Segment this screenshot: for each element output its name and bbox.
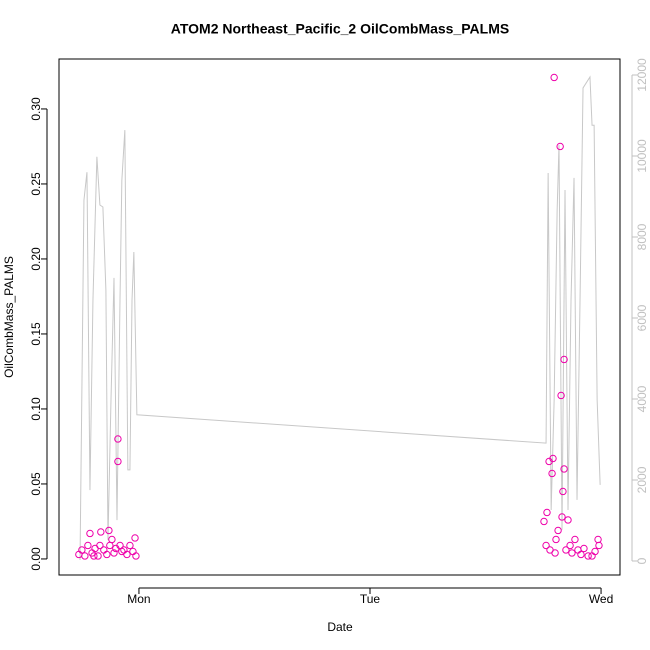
point — [96, 541, 104, 550]
point — [126, 541, 134, 550]
point — [542, 541, 550, 550]
point — [564, 516, 572, 524]
point — [588, 552, 596, 560]
point — [558, 513, 566, 521]
point — [552, 535, 560, 544]
y-tick-label: 0.05 — [29, 472, 43, 496]
point — [577, 550, 585, 559]
x-axis-label: Date — [327, 620, 353, 634]
point — [550, 73, 558, 82]
y-tick-label: 0.25 — [29, 172, 43, 196]
point — [554, 526, 562, 535]
y2-tick-label: 2000 — [635, 466, 649, 493]
point — [110, 549, 118, 557]
point — [106, 541, 114, 550]
point — [132, 552, 140, 560]
y2-tick-label: 8000 — [635, 223, 649, 250]
x-tick-label: Mon — [127, 592, 150, 606]
point — [78, 546, 86, 554]
point — [559, 487, 567, 496]
point — [123, 550, 131, 559]
point — [560, 465, 568, 473]
point — [97, 528, 105, 536]
y-tick-label: 0.20 — [29, 247, 43, 271]
plot-box — [58, 58, 621, 576]
point — [105, 526, 113, 535]
point — [562, 546, 570, 554]
y-tick-label: 0.10 — [29, 397, 43, 421]
point — [595, 541, 603, 550]
y2-tick-label: 4000 — [635, 385, 649, 412]
y2-tick-label: 10000 — [635, 139, 649, 173]
point — [557, 391, 565, 400]
y-tick-label: 0.30 — [29, 97, 43, 121]
point — [549, 454, 557, 463]
point — [548, 469, 556, 478]
point — [560, 355, 568, 364]
point — [86, 529, 94, 538]
x-tick-label: Tue — [360, 592, 381, 606]
point — [103, 550, 111, 559]
point — [540, 517, 548, 526]
point — [108, 535, 116, 544]
y-axis-label: OilCombMass_PALMS — [2, 256, 16, 378]
point — [94, 552, 102, 560]
chart-title: ATOM2 Northeast_Pacific_2 OilCombMass_PA… — [171, 21, 509, 37]
point — [114, 457, 122, 466]
point — [120, 546, 128, 554]
point — [566, 541, 574, 550]
point — [568, 549, 576, 557]
point — [84, 541, 92, 550]
y-tick-label: 0.15 — [29, 322, 43, 346]
point — [114, 435, 122, 443]
y-tick-label: 0.00 — [29, 547, 43, 571]
point — [131, 534, 139, 542]
point — [571, 535, 579, 544]
point — [543, 508, 551, 517]
line-series — [79, 75, 601, 560]
point — [81, 552, 89, 560]
y2-tick-label: 0 — [635, 557, 649, 564]
y2-tick-label: 12000 — [635, 58, 649, 92]
point — [551, 549, 559, 557]
x-tick-label: Wed — [589, 592, 613, 606]
point — [594, 535, 602, 544]
y2-tick-label: 6000 — [635, 304, 649, 331]
point — [584, 552, 592, 560]
point — [90, 552, 98, 560]
point — [580, 544, 588, 553]
point — [591, 547, 599, 556]
point — [129, 547, 137, 556]
point — [75, 550, 83, 559]
point — [556, 142, 564, 151]
point — [574, 546, 582, 554]
